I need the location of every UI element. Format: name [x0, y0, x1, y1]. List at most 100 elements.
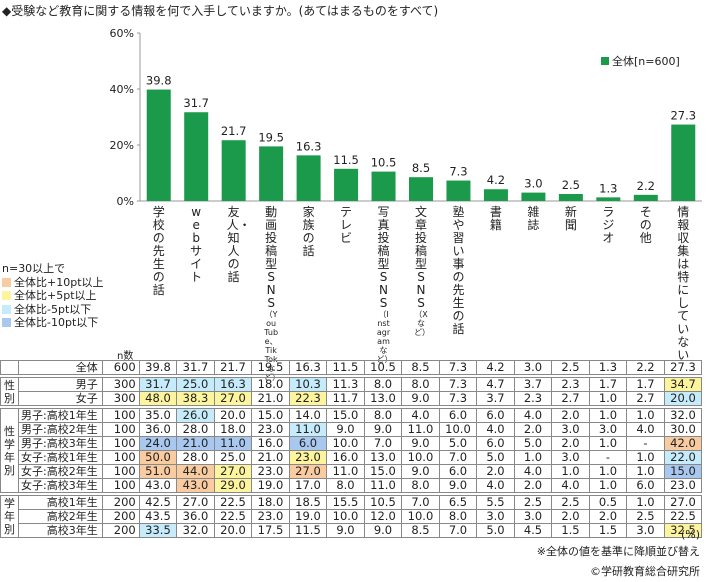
table-cell: 1.0 — [551, 464, 590, 479]
key-swatch — [2, 304, 11, 314]
table-cell: 2.7 — [551, 391, 590, 406]
table-cell: 15.0 — [326, 408, 365, 423]
table-cell: 3.0 — [588, 422, 628, 437]
table-cell: 44.0 — [176, 464, 215, 479]
bar-value-label: 27.3 — [670, 109, 696, 123]
table-cell: 6.0 — [438, 408, 478, 423]
table-cell: 16.3 — [288, 360, 328, 375]
table-cell: 23.0 — [251, 422, 290, 437]
table-cell: 43.5 — [138, 509, 178, 524]
bar-13 — [596, 197, 621, 201]
n-value: 100 — [101, 408, 140, 423]
table-cell: 23.0 — [663, 478, 703, 493]
row-label: 全体 — [18, 360, 103, 375]
table-row: 女子 300 48.0 38.3 27.0 21.0 22.3 11.7 13.0 9.0 7.3 3… — [1, 391, 703, 406]
table-cell: 4.7 — [476, 377, 515, 392]
y-tick-label: 60% — [110, 27, 134, 40]
table-cell: 28.0 — [176, 422, 215, 437]
table-cell: 4.0 — [476, 478, 515, 493]
table-cell: 4.0 — [401, 408, 440, 423]
table-cell: 8.5 — [401, 360, 440, 375]
key-swatch — [2, 291, 11, 301]
table-cell: 16.0 — [251, 436, 290, 451]
table-cell: 10.0 — [401, 509, 440, 524]
table-row: 性学年別 男子:高校1年生 100 35.0 26.0 20.0 15.0 14.0 15.0 8… — [0, 408, 703, 493]
n-value: 100 — [101, 464, 140, 479]
key-swatch — [2, 318, 11, 328]
table-cell: 9.0 — [326, 422, 365, 437]
bar-value-label: 11.5 — [333, 153, 359, 167]
table-cell: 2.3 — [551, 377, 590, 392]
legend-label: 全体[n=600] — [612, 55, 680, 68]
table-cell: 3.0 — [551, 422, 590, 437]
table-cell: 10.5 — [363, 495, 403, 510]
table-cell: 11.0 — [363, 478, 403, 493]
table-cell: 20.0 — [213, 523, 253, 538]
bar-6 — [334, 168, 359, 201]
table-cell: 5.5 — [476, 495, 515, 510]
category-text: 動画投稿型SNS — [265, 205, 278, 310]
table-cell: 23.0 — [251, 464, 290, 479]
bar-9 — [446, 180, 471, 201]
table-cell: 16.3 — [213, 377, 253, 392]
category-label: webサイト — [189, 206, 203, 284]
table-cell: 43.0 — [138, 478, 178, 493]
table-cell: 22.5 — [213, 495, 253, 510]
table-cell: 48.0 — [138, 391, 178, 406]
table-cell: 3.7 — [513, 377, 553, 392]
table-cell: 28.0 — [176, 450, 215, 465]
n-value: 200 — [101, 495, 140, 510]
table-cell: 7.3 — [438, 391, 478, 406]
table-cell: 3.0 — [551, 450, 590, 465]
table-cell: 4.0 — [551, 478, 590, 493]
table-row: 高校3年生 200 33.5 32.0 20.0 17.5 11.5 9.0 9.0 8.5 7.0… — [1, 523, 703, 538]
bar-value-label: 16.3 — [296, 139, 322, 153]
group-label — [0, 360, 19, 375]
table-cell: 25.0 — [176, 377, 215, 392]
table-cell: 17.0 — [288, 478, 328, 493]
bar-11 — [521, 192, 546, 201]
table-cell: 1.7 — [626, 377, 665, 392]
table-cell: 2.0 — [513, 478, 553, 493]
table-cell: 9.0 — [401, 464, 440, 479]
category-label: 雑誌 — [526, 206, 540, 232]
table-row: 男子:高校3年生 100 24.0 21.0 11.0 16.0 6.0 10.0 7.0 9.0… — [1, 436, 703, 451]
table-cell: 31.7 — [176, 360, 215, 375]
table-cell: 43.0 — [176, 478, 215, 493]
table-cell: 1.0 — [626, 464, 665, 479]
key-swatch — [2, 277, 11, 287]
bar-1 — [146, 89, 171, 201]
category-text: ラジオ — [602, 205, 615, 245]
category-text: 写真投稿型SNS — [377, 205, 390, 310]
y-tick-label: 0% — [117, 195, 134, 208]
table-cell: 20.0 — [213, 408, 253, 423]
category-label: 友人・知人の話 — [227, 206, 251, 284]
y-tick-label: 20% — [110, 139, 134, 152]
category-label: 新聞 — [564, 206, 578, 232]
table-cell: 9.0 — [363, 523, 403, 538]
table-cell: 6.0 — [476, 408, 515, 423]
row-label: 女子:高校2年生 — [18, 464, 103, 479]
table-cell: 15.0 — [663, 464, 703, 479]
table-cell: 2.0 — [551, 436, 590, 451]
table-cell: 9.0 — [401, 391, 440, 406]
table-cell: 0.5 — [588, 495, 628, 510]
table-cell: 2.7 — [626, 391, 665, 406]
table-cell: 8.0 — [401, 377, 440, 392]
table-cell: 9.0 — [363, 422, 403, 437]
table-cell: 50.0 — [138, 450, 178, 465]
table-row: 性別 男子 300 31.7 25.0 16.3 18.0 10.3 11.3 8.0 8.0 7.3… — [0, 377, 703, 406]
n-value: 100 — [101, 450, 140, 465]
category-label: テレビ — [339, 206, 353, 245]
table-cell: 11.5 — [326, 360, 365, 375]
n-count-label: n数 — [117, 351, 134, 362]
table-cell: 21.7 — [213, 360, 253, 375]
category-sub-text: （Instagramなど） — [376, 310, 393, 364]
table-cell: 32.5 — [663, 523, 703, 538]
table-cell: 7.0 — [363, 436, 403, 451]
table-cell: 31.7 — [138, 377, 178, 392]
table-cell: 3.0 — [513, 360, 553, 375]
table-cell: 15.5 — [326, 495, 365, 510]
table-cell: 4.5 — [513, 523, 553, 538]
sort-note: ※全体の値を基準に降順並び替え — [536, 545, 700, 558]
